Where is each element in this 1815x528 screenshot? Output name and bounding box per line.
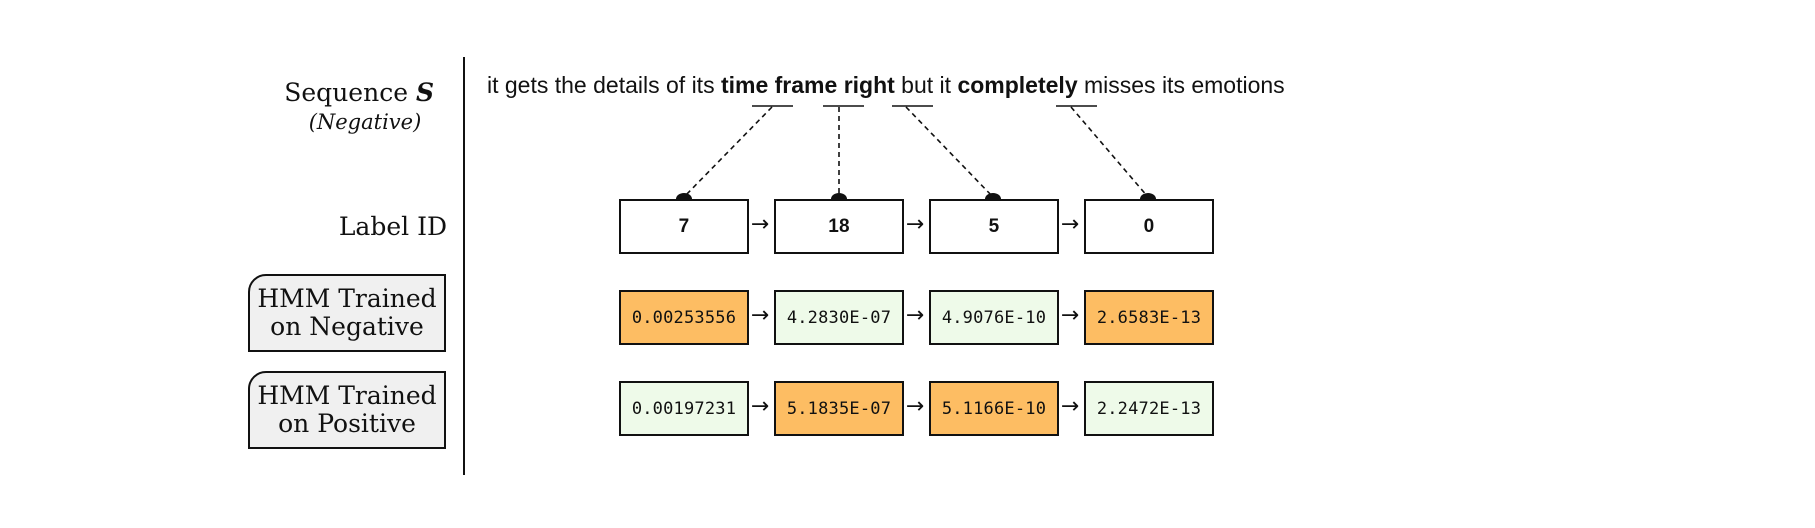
link-dot-1 <box>676 193 692 199</box>
sequence-word: Sequence <box>284 78 408 107</box>
key-word-completely: completely <box>957 72 1078 98</box>
hmm-negative-cell-4: 2.6583E-13 <box>1084 290 1214 345</box>
sequence-symbol: S <box>415 78 434 107</box>
dashed-link-completely <box>1070 106 1149 198</box>
link-dot-4 <box>1140 193 1156 199</box>
label-id-cell-2: 18 <box>774 199 904 254</box>
arrow-negative-3: → <box>1060 303 1080 328</box>
key-word-right: right <box>843 72 895 98</box>
arrow-positive-1: → <box>750 394 770 419</box>
arrow-label-2: → <box>905 212 925 237</box>
sentence-text-3: misses its emotions <box>1077 72 1285 98</box>
sequence-label: Sequence S <box>284 78 434 107</box>
link-dot-3 <box>985 193 1001 199</box>
arrow-label-1: → <box>750 212 770 237</box>
sentence-text-1: it gets the details of its <box>487 72 721 98</box>
sequence-class-label: (Negative) <box>308 110 422 134</box>
hmm-positive-line2: on Positive <box>278 409 416 438</box>
key-word-time: time <box>720 72 769 98</box>
arrow-negative-1: → <box>750 303 770 328</box>
hmm-positive-cell-2: 5.1835E-07 <box>774 381 904 436</box>
hmm-positive-line1: HMM Trained <box>257 381 437 410</box>
hmm-negative-line1: HMM Trained <box>257 284 437 313</box>
arrow-negative-2: → <box>905 303 925 328</box>
arrow-positive-3: → <box>1060 394 1080 419</box>
hmm-negative-cell-1: 0.00253556 <box>619 290 749 345</box>
hmm-negative-line2: on Negative <box>270 312 424 341</box>
sentence: it gets the details of its time frame ri… <box>487 72 1285 99</box>
hmm-positive-cell-4: 2.2472E-13 <box>1084 381 1214 436</box>
hmm-negative-cell-3: 4.9076E-10 <box>929 290 1059 345</box>
dashed-link-right <box>905 106 994 198</box>
hmm-negative-label: HMM Trained on Negative <box>248 274 446 352</box>
arrow-label-3: → <box>1060 212 1080 237</box>
label-id-cell-3: 5 <box>929 199 1059 254</box>
arrow-positive-2: → <box>905 394 925 419</box>
key-word-frame: frame <box>774 72 838 98</box>
label-id-cell-1: 7 <box>619 199 749 254</box>
label-id-heading: Label ID <box>338 212 447 241</box>
hmm-positive-cell-1: 0.00197231 <box>619 381 749 436</box>
sentence-text-2: but it <box>894 72 958 98</box>
hmm-positive-label: HMM Trained on Positive <box>248 371 446 449</box>
hmm-negative-cell-2: 4.2830E-07 <box>774 290 904 345</box>
link-dot-2 <box>831 193 847 199</box>
dashed-link-time <box>683 106 773 198</box>
hmm-positive-cell-3: 5.1166E-10 <box>929 381 1059 436</box>
vertical-divider <box>463 57 465 475</box>
label-id-cell-4: 0 <box>1084 199 1214 254</box>
